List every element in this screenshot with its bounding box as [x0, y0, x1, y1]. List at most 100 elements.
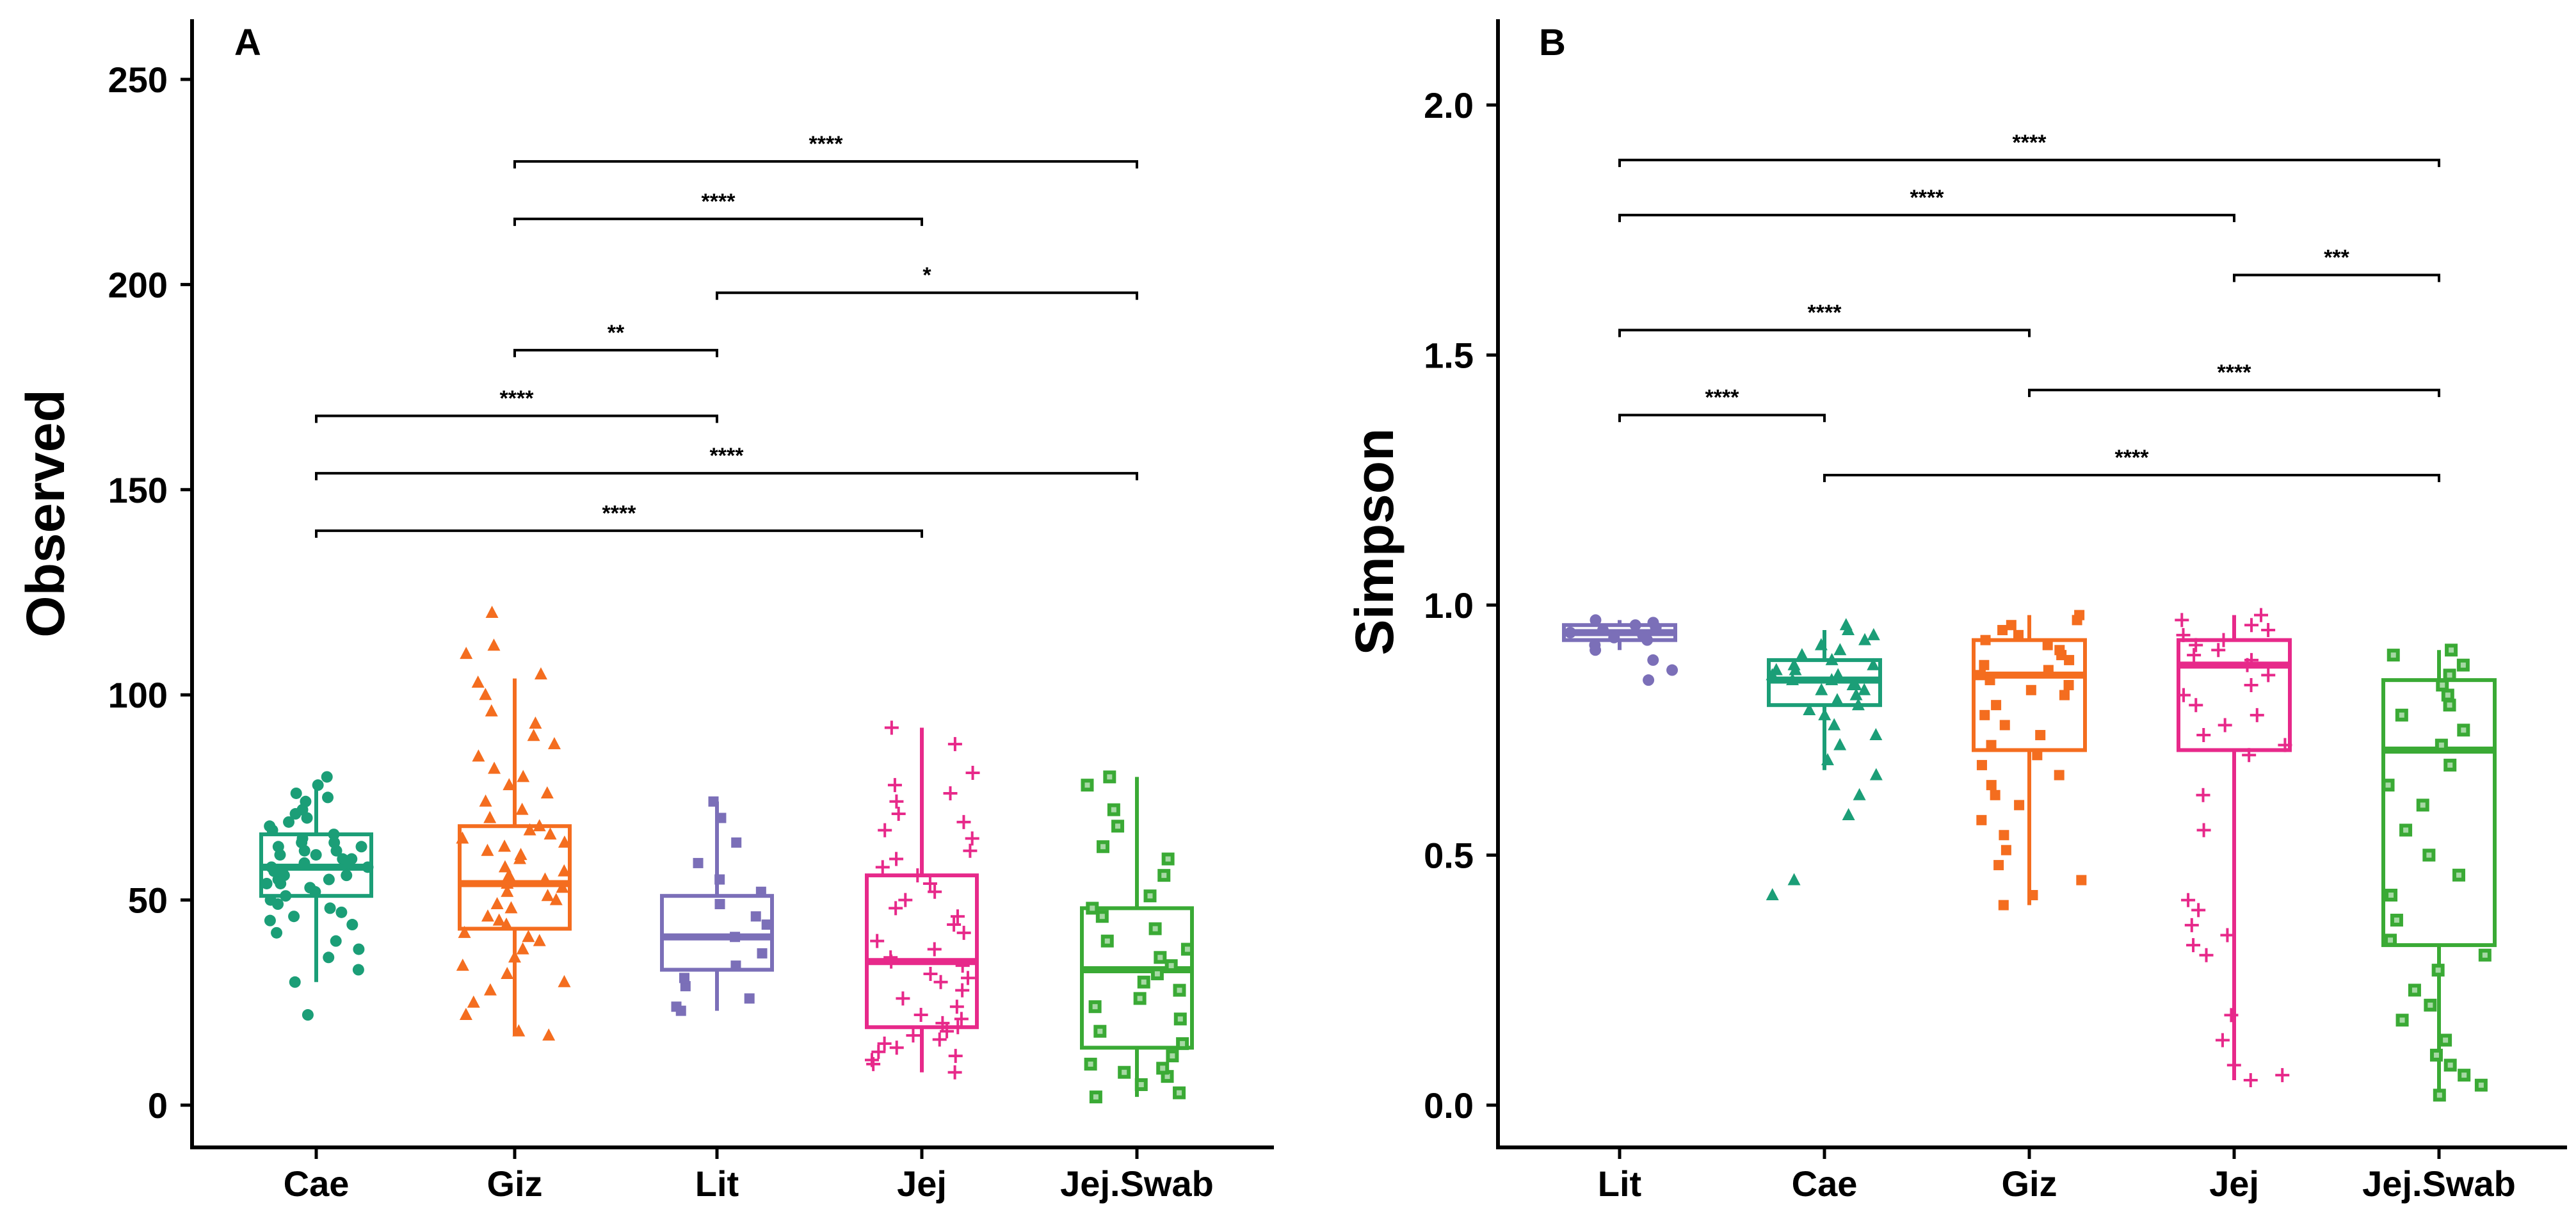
data-point: [2242, 748, 2257, 763]
data-point: [2250, 708, 2264, 722]
data-point: [693, 857, 704, 868]
data-point: [1999, 720, 2010, 731]
panel-a-box-lit: [660, 796, 774, 1016]
data-point: [1173, 983, 1186, 997]
data-point: [956, 814, 971, 829]
data-point: [679, 973, 689, 983]
data-point: [878, 823, 892, 838]
data-point: [2054, 770, 2065, 781]
data-point: [500, 918, 513, 930]
data-point: [1161, 852, 1175, 866]
data-point: [2443, 1058, 2457, 1072]
data-point: [328, 829, 340, 841]
data-point: [2042, 640, 2053, 651]
data-point: [355, 841, 367, 853]
data-point: [1786, 673, 1799, 686]
data-point: [1858, 683, 1871, 695]
panel-b-significance-bracket: [1618, 213, 2235, 222]
data-point: [2254, 608, 2269, 622]
data-point: [1107, 803, 1120, 816]
data-point: [1831, 668, 1845, 681]
data-point: [965, 765, 980, 780]
data-point: [276, 865, 288, 877]
data-point: [875, 860, 890, 875]
data-point: [483, 811, 497, 823]
panel-a-box-jej: [865, 720, 980, 1080]
data-point: [2220, 928, 2235, 943]
data-point: [490, 897, 504, 910]
panel-b-significance-label: ****: [1910, 186, 1945, 210]
data-point: [2244, 677, 2258, 692]
data-point: [910, 868, 925, 883]
data-point: [730, 932, 741, 943]
panel-b-significance-bracket: [1618, 328, 2031, 337]
data-point: [264, 914, 276, 927]
data-point: [533, 934, 546, 946]
data-point: [458, 925, 471, 938]
data-point: [1088, 1000, 1102, 1014]
data-point: [2176, 627, 2191, 642]
data-point: [2181, 893, 2196, 907]
data-point: [2043, 665, 2054, 676]
panel-a-significance-bracket: [315, 472, 1138, 481]
data-point: [1818, 708, 1831, 720]
data-point: [865, 1053, 880, 1067]
data-point: [2443, 699, 2456, 712]
data-point: [947, 1065, 962, 1080]
data-point: [708, 796, 719, 807]
data-point: [271, 927, 283, 939]
data-point: [2211, 643, 2226, 658]
data-point: [1608, 631, 1620, 643]
data-point: [558, 835, 571, 848]
data-point: [2474, 1078, 2488, 1092]
data-point: [932, 1032, 947, 1047]
data-point: [481, 909, 494, 922]
panel-a-y-axis-title: Observed: [15, 389, 76, 638]
panel-b-significance-bracket: [2233, 273, 2440, 282]
panel-b-box-lit: [1562, 614, 1678, 686]
panel-a-y-tick-label: 0: [148, 1085, 168, 1126]
data-point: [522, 930, 535, 943]
data-point: [503, 868, 516, 881]
data-point: [485, 606, 499, 619]
data-point: [2439, 1033, 2452, 1047]
data-point: [1997, 625, 2008, 636]
panel-a-significance-bracket: [513, 160, 1138, 169]
panel-a-tag: A: [234, 22, 261, 63]
data-point: [2457, 724, 2470, 737]
data-point: [501, 966, 514, 979]
data-point: [2216, 633, 2231, 647]
data-point: [761, 919, 772, 930]
data-point: [321, 771, 333, 783]
data-point: [2074, 610, 2085, 620]
data-point: [2436, 678, 2449, 692]
data-point: [2381, 779, 2395, 792]
data-point: [940, 1024, 954, 1039]
panel-b-y-tick-label: 1.0: [1424, 585, 1474, 626]
data-point: [1769, 663, 1783, 676]
data-point: [943, 786, 958, 800]
panel-b-y-axis-title: Simpson: [1344, 428, 1405, 656]
panel-b-y-tick-label: 0.0: [1424, 1085, 1474, 1126]
data-point: [280, 890, 292, 902]
data-point: [547, 737, 561, 750]
data-point: [896, 991, 910, 1006]
data-point: [302, 1009, 314, 1021]
data-point: [1979, 709, 1990, 720]
data-point: [1597, 624, 1609, 636]
data-point: [1086, 902, 1099, 915]
data-point: [948, 1049, 963, 1064]
data-point: [328, 836, 341, 848]
data-point: [1795, 648, 1808, 661]
data-point: [935, 1016, 950, 1030]
data-point: [2196, 823, 2211, 838]
data-point: [556, 880, 569, 893]
data-point: [955, 983, 970, 998]
data-point: [914, 1008, 928, 1023]
data-point: [1814, 638, 1828, 651]
data-point: [1821, 753, 1834, 766]
data-point: [481, 843, 494, 856]
iqr-box: [1080, 906, 1194, 1050]
data-point: [1097, 840, 1110, 854]
